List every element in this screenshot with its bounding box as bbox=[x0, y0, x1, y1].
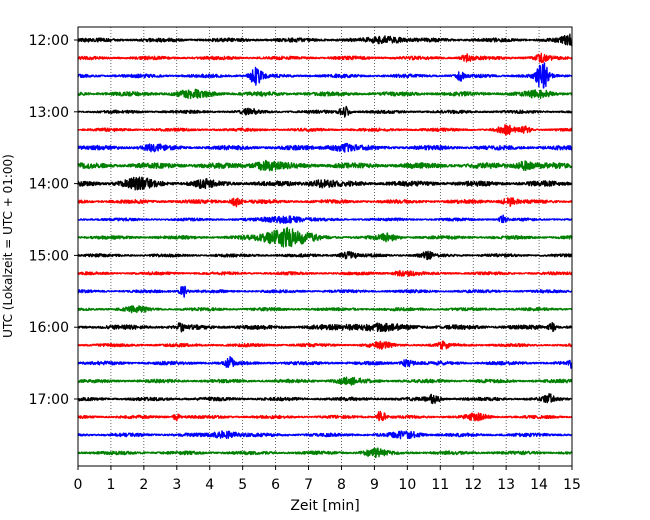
x-tick-label-14: 14 bbox=[530, 477, 548, 493]
x-tick-label-8: 8 bbox=[337, 477, 346, 493]
trace-1300 bbox=[77, 124, 573, 136]
x-tick-label-0: 0 bbox=[74, 477, 83, 493]
y-tick-label-4: 16:00 bbox=[29, 320, 69, 336]
trace-1500 bbox=[77, 269, 573, 277]
y-axis-label: UTC (Lokalzeit = UTC + 01:00) bbox=[1, 154, 15, 338]
x-tick-label-7: 7 bbox=[304, 477, 313, 493]
trace-1715 bbox=[77, 430, 573, 440]
x-tick-label-10: 10 bbox=[398, 477, 416, 493]
trace-1400 bbox=[77, 197, 573, 208]
y-tick-label-3: 15:00 bbox=[29, 248, 69, 264]
trace-1630 bbox=[77, 376, 573, 386]
trace-1200 bbox=[77, 52, 573, 64]
trace-1700 bbox=[77, 410, 573, 422]
x-tick-label-4: 4 bbox=[205, 477, 214, 493]
trace-1245 bbox=[77, 105, 573, 118]
y-tick-label-0: 12:00 bbox=[29, 33, 69, 49]
trace-1145 bbox=[77, 33, 573, 47]
y-tick-label-5: 17:00 bbox=[29, 392, 69, 408]
x-tick-label-1: 1 bbox=[106, 477, 115, 493]
trace-1430 bbox=[77, 226, 573, 248]
x-tick-label-9: 9 bbox=[370, 477, 379, 493]
trace-1530 bbox=[77, 305, 573, 314]
trace-1730 bbox=[77, 447, 573, 459]
x-tick-label-11: 11 bbox=[431, 477, 449, 493]
seismic-traces bbox=[77, 33, 573, 459]
trace-1215 bbox=[77, 62, 573, 89]
x-tick-label-13: 13 bbox=[497, 477, 515, 493]
trace-1415 bbox=[77, 214, 573, 224]
x-axis-label: Zeit [min] bbox=[290, 498, 359, 514]
x-tick-label-6: 6 bbox=[271, 477, 280, 493]
trace-1345 bbox=[77, 176, 573, 191]
y-tick-label-2: 14:00 bbox=[29, 177, 69, 193]
x-tick-label-5: 5 bbox=[238, 477, 247, 493]
trace-1615 bbox=[77, 356, 573, 369]
x-axis-ticks: 0 1 2 3 4 5 6 7 8 9 10 11 12 13 14 15 bbox=[74, 466, 581, 493]
y-axis-ticks: 12:00 13:00 14:00 15:00 16:00 17:00 bbox=[29, 33, 78, 408]
x-tick-label-2: 2 bbox=[139, 477, 148, 493]
trace-1230 bbox=[77, 88, 573, 100]
x-tick-label-15: 15 bbox=[563, 477, 581, 493]
trace-1645 bbox=[77, 392, 573, 405]
x-tick-label-3: 3 bbox=[172, 477, 181, 493]
x-tick-label-12: 12 bbox=[464, 477, 482, 493]
trace-1330 bbox=[77, 159, 573, 172]
trace-1445 bbox=[77, 250, 573, 261]
y-tick-label-1: 13:00 bbox=[29, 105, 69, 121]
trace-1545 bbox=[77, 322, 573, 333]
trace-1600 bbox=[77, 340, 573, 350]
plot-frame bbox=[77, 26, 573, 467]
trace-1515 bbox=[77, 285, 573, 298]
trace-1315 bbox=[77, 142, 573, 153]
